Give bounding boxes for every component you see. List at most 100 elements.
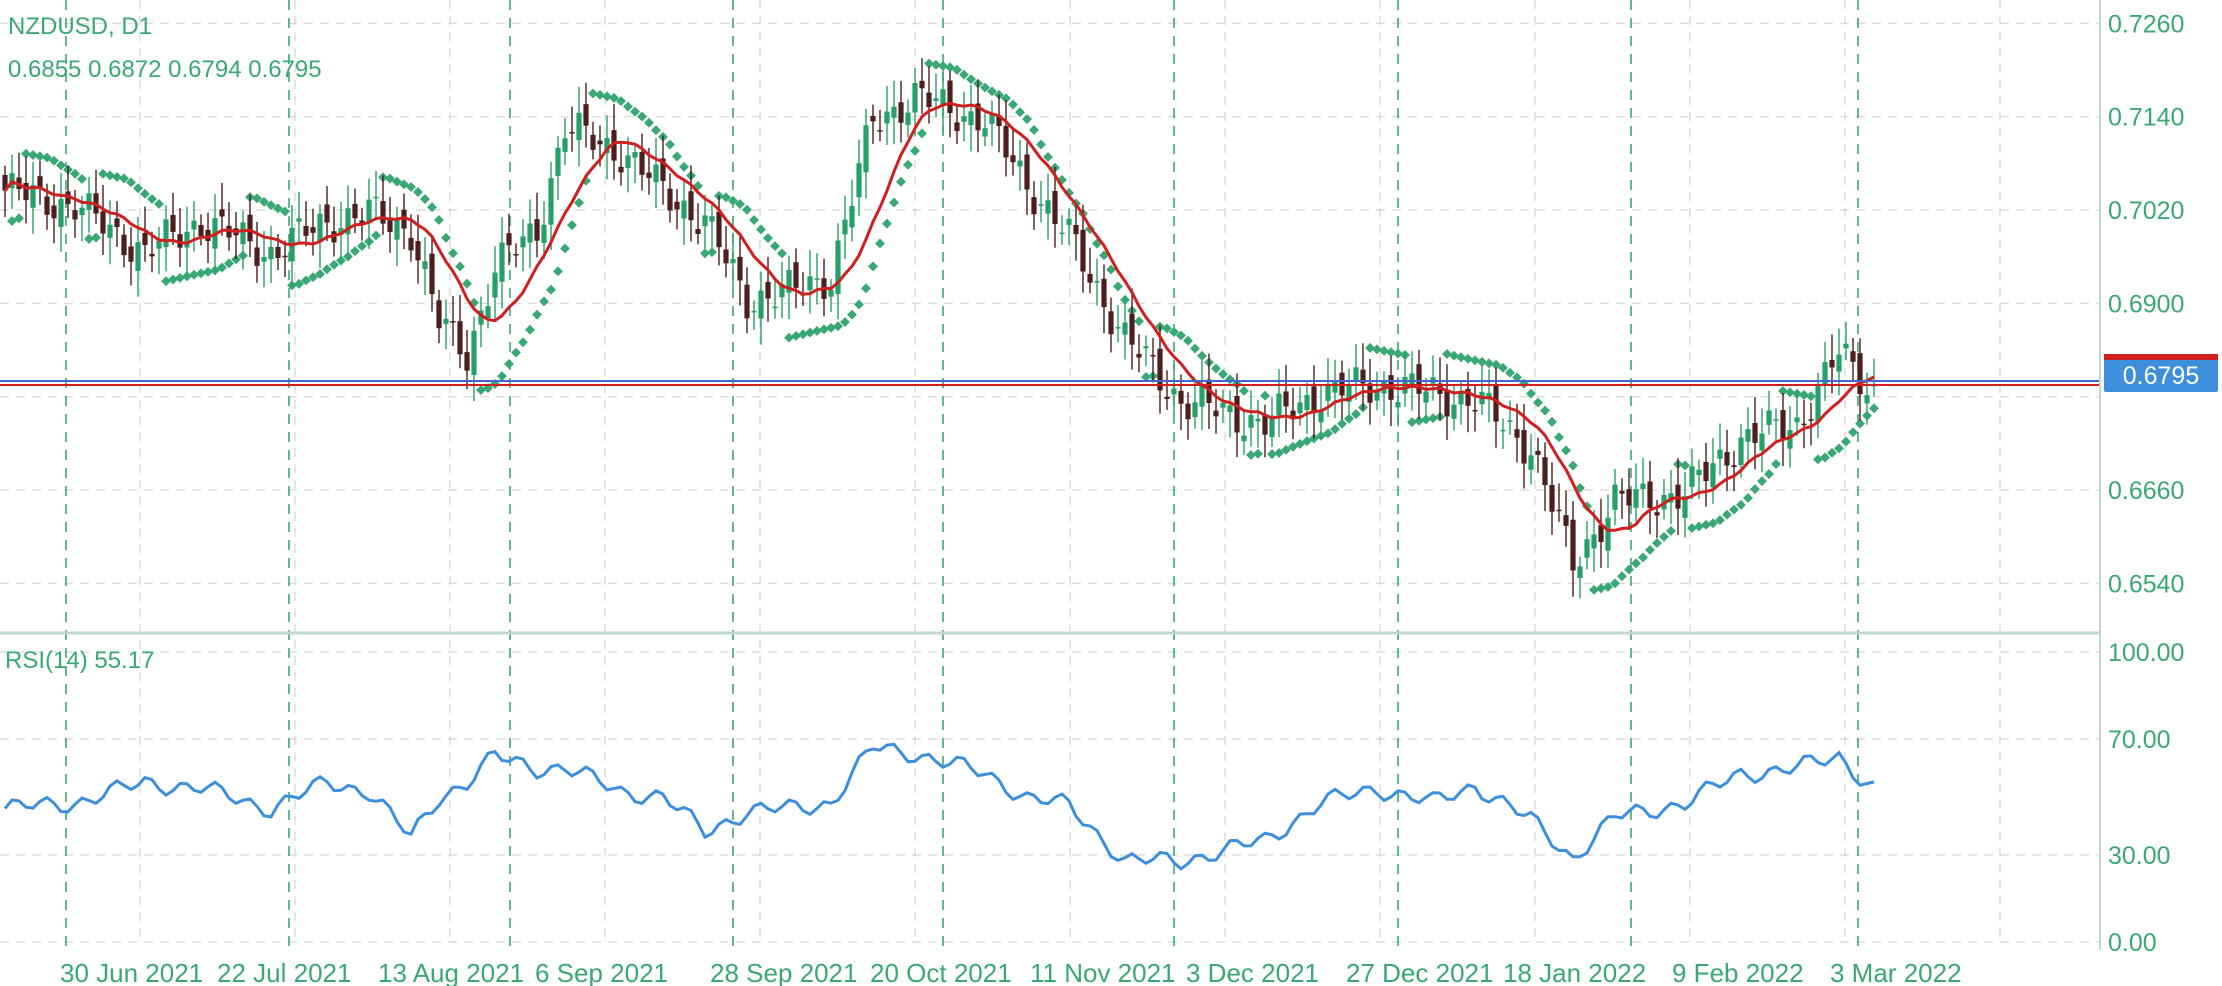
candle-body [1794,417,1800,423]
candle-body [1234,395,1240,433]
sar-dot [1351,409,1361,420]
sar-dot [1477,356,1487,367]
candle-body [541,224,547,243]
candle-body [415,241,421,261]
sar-dot [567,220,577,231]
candle-body [1066,218,1072,225]
time-axis[interactable]: 30 Jun 2021 22 Jul 2021 13 Aug 2021 6 Sep 2… [60,958,1962,986]
ohlc-values: 0.6855 0.6872 0.6794 0.6795 [8,56,322,83]
candle-body [1052,190,1058,225]
candle-body [240,222,246,245]
sar-dot [966,74,976,85]
candle-body [562,138,568,153]
candle-body [1647,481,1653,508]
sar-dot [161,276,171,287]
sar-dot [651,125,661,136]
candle-body [1626,489,1632,506]
sar-dot [1848,427,1858,438]
candle-body [1024,154,1030,190]
candle-body [1045,200,1051,214]
candle-body [310,227,316,233]
sar-dot [1001,93,1011,104]
sar-dot [742,204,752,215]
time-axis-label: 30 Jun 2021 [60,958,203,986]
candle-body [177,234,183,248]
candle-body [457,321,463,355]
candle-body [1220,402,1226,408]
candle-body [1703,461,1709,482]
candle-body [1080,229,1086,272]
sar-dot [1799,390,1809,400]
price-axis[interactable]: 0.7260 0.7140 0.7020 0.6900 0.6660 0.6540 [2108,10,2184,598]
candle-body [1318,410,1324,423]
candle-body [429,253,435,295]
sar-dot [987,86,997,97]
rsi-axis[interactable]: 100.00 70.00 30.00 0.00 [2108,639,2184,957]
candle-body [114,218,120,228]
candle-body [1311,386,1317,414]
sar-dot [1428,413,1438,424]
sar-dot [203,266,213,277]
candle-body [898,102,904,123]
sar-dot [1687,523,1697,534]
sar-dot [1498,362,1508,373]
sar-dot [1827,447,1837,458]
sar-dot [1029,124,1039,135]
candle-body [1353,367,1359,381]
sar-dot [1330,424,1340,435]
candle-body [1717,449,1723,459]
sar-dot [1638,552,1648,563]
sar-dot [595,89,605,100]
candle-body [940,89,946,106]
candle-body [1416,364,1422,394]
candle-body [1472,409,1478,412]
sar-dot [1134,316,1144,327]
time-axis-label: 22 Jul 2021 [217,958,351,986]
candle-body [1836,354,1842,372]
candle-body [1766,410,1772,425]
sar-dot [196,268,206,279]
sar-dot [497,371,507,382]
sar-dot [175,272,185,283]
candle-body [828,289,834,297]
candle-body [702,215,708,227]
candle-body [870,116,876,122]
sar-dot [224,258,234,269]
sar-dot [441,232,451,243]
sar-dot [273,203,283,214]
sar-dot [476,385,486,395]
sar-dot [1722,509,1732,520]
sar-dot [329,259,339,270]
sar-dot [350,246,360,257]
sar-dot [798,329,808,340]
sar-dot [126,177,136,188]
candle-body [905,112,911,126]
sar-dot [112,171,122,182]
sar-dot [1617,571,1627,582]
price-tick-label: 0.7020 [2108,197,2184,225]
candle-body [1612,484,1618,510]
sar-dot [917,128,927,139]
price-tick-label: 0.6660 [2108,477,2184,505]
sar-dot [931,59,941,70]
candle-body [1815,384,1821,423]
candle-body [1038,204,1044,206]
sar-dot [504,358,514,369]
candle-body [303,226,309,236]
sar-dot [1372,344,1382,355]
candle-body [1570,519,1576,571]
sar-dot [868,261,878,272]
time-axis-label: 20 Oct 2021 [870,958,1012,986]
candle-body [919,80,925,89]
candle-body [1549,484,1555,512]
sar-dot [1855,418,1865,429]
sar-dot [1449,350,1459,361]
candle-body [37,176,43,188]
price-tag-background [2104,356,2218,392]
sar-dot [903,159,913,170]
rsi-tick-label: 70.00 [2108,726,2171,754]
sar-dot [1386,347,1396,358]
candle-body [695,228,701,234]
